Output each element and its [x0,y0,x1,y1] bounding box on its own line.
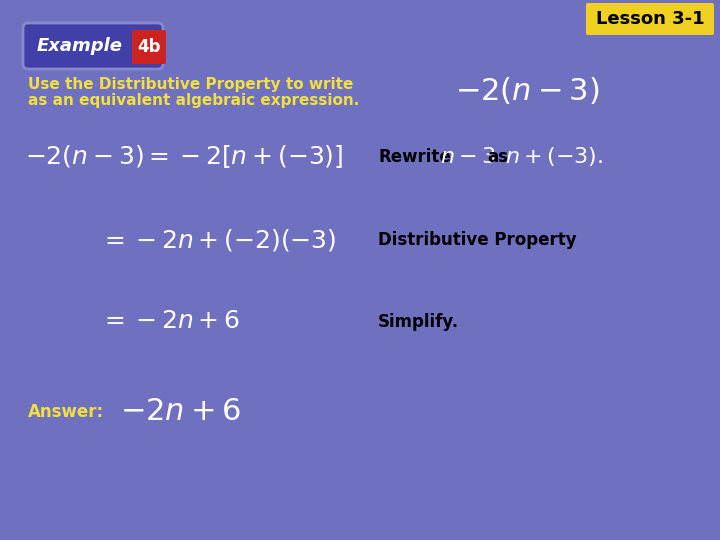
Text: 4b: 4b [138,38,161,56]
Text: Simplify.: Simplify. [378,313,459,331]
Text: $= -2n+(-2)(-3)$: $= -2n+(-2)(-3)$ [100,227,336,253]
Text: $-2n+6$: $-2n+6$ [120,396,241,428]
Text: $-2(n-3) = -2\left[n+(-3)\right]$: $-2(n-3) = -2\left[n+(-3)\right]$ [25,144,343,171]
Text: Answer:: Answer: [28,403,104,421]
Text: $= -2n+6$: $= -2n+6$ [100,310,240,334]
Text: $n+(-3).$: $n+(-3).$ [505,145,603,168]
Text: Lesson 3-1: Lesson 3-1 [595,10,704,28]
Text: Rewrite: Rewrite [378,148,451,166]
Text: Example: Example [37,37,123,55]
FancyBboxPatch shape [132,30,166,64]
Text: Use the Distributive Property to write: Use the Distributive Property to write [28,78,354,92]
Text: Distributive Property: Distributive Property [378,231,577,249]
Text: $n-3$: $n-3$ [440,146,496,168]
Text: as an equivalent algebraic expression.: as an equivalent algebraic expression. [28,92,359,107]
Text: as: as [487,148,508,166]
FancyBboxPatch shape [586,3,714,35]
FancyBboxPatch shape [23,23,163,69]
Text: $-2(n-3)$: $-2(n-3)$ [455,77,599,107]
